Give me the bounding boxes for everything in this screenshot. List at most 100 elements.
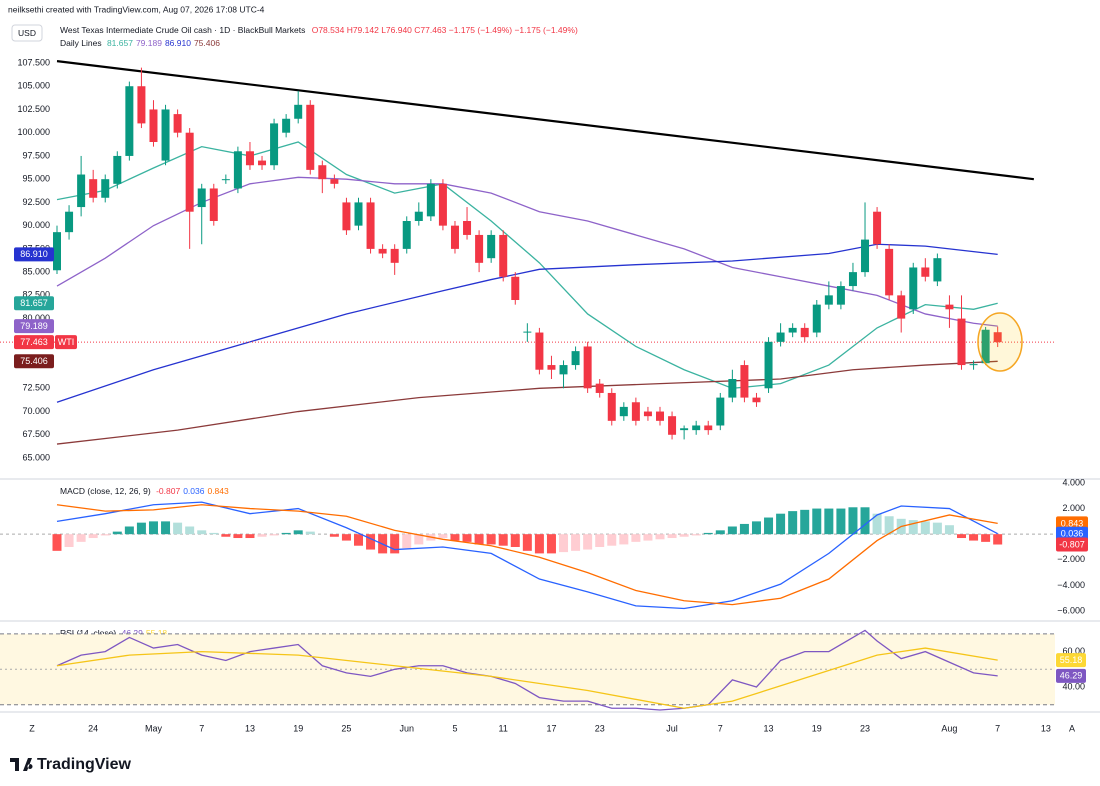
- candle-body: [993, 332, 1002, 343]
- x-tick-label: 23: [595, 723, 605, 733]
- candle-body: [523, 331, 532, 333]
- indicator-line: [56, 629, 998, 711]
- candle-body: [933, 258, 942, 282]
- candle-body: [330, 179, 339, 184]
- legend-value: 55.18: [146, 628, 168, 638]
- macd-legend: MACD (close, 12, 26, 9) -0.807 0.036 0.843: [60, 486, 229, 496]
- legend-value: 75.406: [194, 38, 220, 48]
- y-tick-label: 95.000: [22, 174, 50, 184]
- price-tag: [1056, 653, 1086, 668]
- candle-body: [499, 234, 508, 277]
- candle-body: [77, 174, 86, 208]
- candle-body: [704, 425, 713, 431]
- y-tick-label: 72.500: [22, 383, 50, 393]
- legend-value: 81.657: [107, 38, 133, 48]
- candle-body: [619, 406, 628, 417]
- x-tick-label: Aug: [941, 723, 957, 733]
- currency[interactable]: USD: [18, 28, 36, 38]
- histogram-bar: [631, 534, 641, 542]
- candle-body: [209, 188, 218, 222]
- x-tick-label: 17: [546, 723, 556, 733]
- price-tag-label: 79.189: [20, 321, 48, 331]
- candle-body: [101, 179, 110, 198]
- candle-body: [957, 318, 966, 366]
- x-tick-label: 7: [199, 723, 204, 733]
- histogram-bar: [52, 534, 62, 551]
- auto-button[interactable]: A: [1069, 723, 1075, 733]
- x-tick-label: 5: [452, 723, 457, 733]
- x-tick-label: 7: [718, 723, 723, 733]
- candle-body: [294, 104, 303, 119]
- legend-value: 0.843: [207, 486, 229, 496]
- logo-text: TradingView: [37, 756, 132, 773]
- y-tick-label: 85.000: [22, 266, 50, 276]
- y-tick-label: 92.500: [22, 197, 50, 207]
- price-tag-label: 75.406: [20, 356, 48, 366]
- histogram-bar: [510, 534, 520, 547]
- histogram-bar: [366, 534, 376, 550]
- x-tick-label: 25: [341, 723, 351, 733]
- y-tick-label: 65.000: [22, 452, 50, 462]
- candle-body: [475, 234, 484, 263]
- legend-value: -0.807: [156, 486, 180, 496]
- histogram-bar: [390, 534, 400, 554]
- histogram-bar: [305, 531, 315, 535]
- x-tick-label: May: [145, 723, 163, 733]
- histogram-bar: [607, 534, 617, 546]
- histogram-bar: [667, 534, 677, 539]
- histogram-bar: [969, 534, 979, 541]
- histogram-bar: [619, 534, 629, 545]
- histogram-bar: [221, 534, 231, 537]
- histogram-bar: [474, 534, 484, 545]
- candle-body: [197, 188, 206, 208]
- highlight-circle: [977, 312, 1023, 372]
- x-tick-label: 19: [293, 723, 303, 733]
- y-tick-label: 105.000: [17, 81, 50, 91]
- rsi-legend: RSI (14, close) 46.29 55.18: [60, 628, 167, 638]
- logo-icon: [10, 758, 33, 771]
- rsi-title: RSI (14, close): [60, 628, 116, 638]
- x-tick-label: 13: [1041, 723, 1051, 733]
- histogram-bar: [872, 513, 882, 535]
- y-tick-label: 80.000: [22, 313, 50, 323]
- candle-body: [378, 248, 387, 254]
- candle-body: [89, 179, 98, 198]
- candle-body: [692, 425, 701, 431]
- zoom-button[interactable]: Z: [29, 723, 35, 733]
- x-tick-label: Jul: [666, 723, 678, 733]
- histogram-bar: [559, 534, 569, 553]
- histogram-bar: [932, 522, 942, 535]
- y-tick-label: 4.000: [1062, 477, 1085, 487]
- candle-body: [282, 118, 291, 133]
- candle-body: [668, 416, 677, 435]
- x-tick-label: 7: [995, 723, 1000, 733]
- candle-body: [137, 86, 146, 124]
- histogram-bar: [100, 534, 110, 536]
- candle-body: [366, 202, 375, 249]
- legend-value: 86.910: [165, 38, 191, 48]
- candle-body: [402, 221, 411, 249]
- price-tag: [1056, 537, 1088, 552]
- y-tick-label: 102.500: [17, 104, 50, 114]
- price-tag: [14, 247, 54, 262]
- price-tag-label: 46.29: [1060, 671, 1083, 681]
- x-tick-label: 19: [812, 723, 822, 733]
- y-tick-label: −4.000: [1057, 580, 1085, 590]
- currency-box[interactable]: [11, 24, 43, 42]
- candle-body: [113, 155, 122, 184]
- candle-body: [535, 332, 544, 370]
- histogram-bar: [438, 534, 448, 539]
- histogram-bar: [836, 508, 846, 535]
- candle-body: [945, 304, 954, 310]
- footer-logo: TradingView: [10, 756, 132, 773]
- price-tag-label: 55.18: [1060, 655, 1083, 665]
- candle-body: [53, 232, 61, 271]
- candle-body: [125, 86, 134, 156]
- symbol-title: West Texas Intermediate Crude Oil cash ·…: [60, 25, 578, 35]
- y-tick-label: 67.500: [22, 429, 50, 439]
- y-tick-label: 82.500: [22, 290, 50, 300]
- histogram-bar: [824, 508, 834, 535]
- credit: neilksethi created with TradingView.com,…: [8, 4, 265, 14]
- candle-body: [270, 123, 279, 166]
- candle-body: [173, 114, 182, 133]
